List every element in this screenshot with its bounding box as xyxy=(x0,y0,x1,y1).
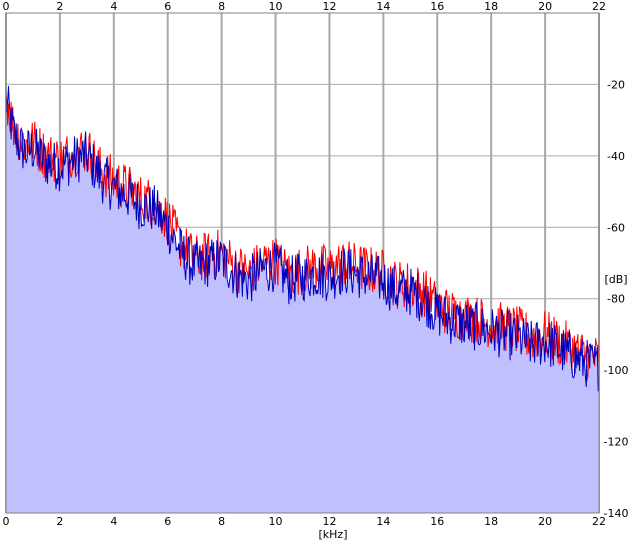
x-tick-label-top-0: 0 xyxy=(3,0,10,13)
y-axis-label: [dB] xyxy=(604,273,627,286)
y-tick-label-20: -20 xyxy=(607,78,625,91)
x-tick-label-bottom-20: 20 xyxy=(538,515,552,528)
x-tick-label-top-6: 6 xyxy=(164,0,171,13)
x-tick-label-bottom-16: 16 xyxy=(430,515,444,528)
x-tick-label-bottom-14: 14 xyxy=(376,515,390,528)
series-layer xyxy=(5,85,600,392)
x-tick-label-bottom-12: 12 xyxy=(322,515,336,528)
x-tick-label-bottom-18: 18 xyxy=(484,515,498,528)
x-tick-label-bottom-4: 4 xyxy=(110,515,117,528)
series-line-blue xyxy=(5,85,600,392)
tick-labels: 00224466881010121214141616181820202222-2… xyxy=(3,0,629,528)
x-tick-label-top-18: 18 xyxy=(484,0,498,13)
plot-frame xyxy=(5,12,600,514)
y-tick-label-100: -100 xyxy=(604,364,629,377)
x-tick-label-bottom-0: 0 xyxy=(3,515,10,528)
x-tick-label-bottom-2: 2 xyxy=(56,515,63,528)
x-tick-label-top-2: 2 xyxy=(56,0,63,13)
x-tick-label-top-8: 8 xyxy=(218,0,225,13)
y-tick-label-80: -80 xyxy=(607,293,625,306)
x-tick-label-top-10: 10 xyxy=(269,0,283,13)
x-tick-label-top-4: 4 xyxy=(110,0,117,13)
x-tick-label-bottom-6: 6 xyxy=(164,515,171,528)
x-tick-label-bottom-10: 10 xyxy=(269,515,283,528)
x-tick-label-top-22: 22 xyxy=(592,0,606,13)
x-axis-label: [kHz] xyxy=(319,528,348,541)
x-tick-label-top-14: 14 xyxy=(376,0,390,13)
y-tick-label-40: -40 xyxy=(607,150,625,163)
x-tick-label-top-16: 16 xyxy=(430,0,444,13)
y-tick-label-120: -120 xyxy=(604,436,629,449)
y-tick-label-140: -140 xyxy=(604,507,629,520)
x-tick-label-bottom-22: 22 xyxy=(592,515,606,528)
x-tick-label-bottom-8: 8 xyxy=(218,515,225,528)
x-tick-label-top-20: 20 xyxy=(538,0,552,13)
y-tick-label-60: -60 xyxy=(607,221,625,234)
x-tick-label-top-12: 12 xyxy=(322,0,336,13)
